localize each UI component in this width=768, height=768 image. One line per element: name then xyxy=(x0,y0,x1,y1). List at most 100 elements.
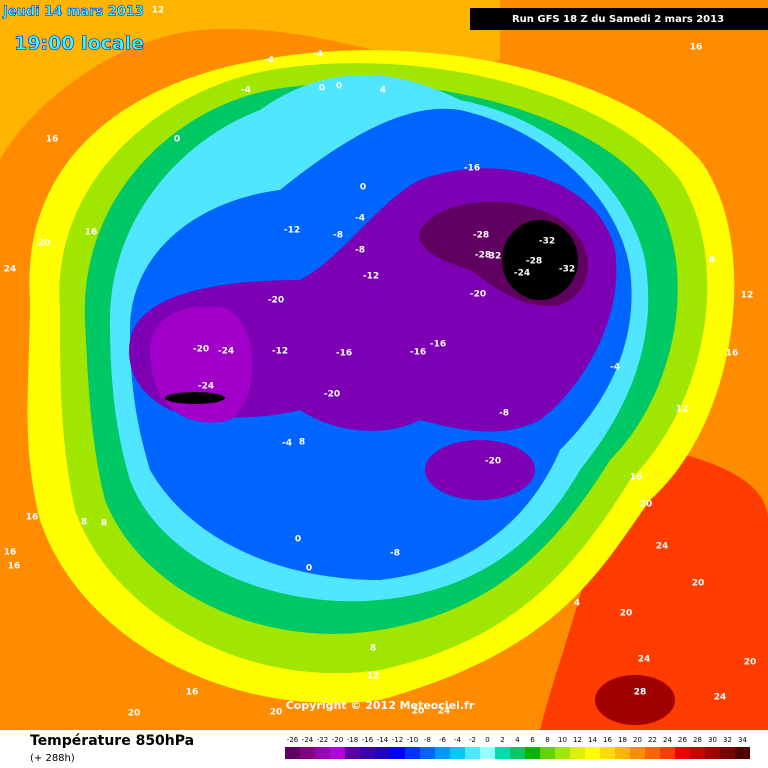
contour-label: -4 xyxy=(282,439,292,449)
colorbar-tick-label: -26 xyxy=(287,736,299,744)
colorbar-swatch xyxy=(525,747,540,759)
zone-minus32-west xyxy=(165,392,225,404)
contour-label: 8 xyxy=(101,519,107,529)
colorbar-swatch xyxy=(555,747,570,759)
copyright: Copyright © 2012 Meteociel.fr xyxy=(286,699,475,712)
colorbar-tick-label: 24 xyxy=(663,736,672,744)
colorbar-tick-label: 30 xyxy=(708,736,717,744)
colorbar-swatch xyxy=(330,747,345,759)
colorbar-swatch xyxy=(405,747,420,759)
colorbar-tick-label: -6 xyxy=(439,736,447,744)
contour-label: 20 xyxy=(620,609,633,619)
colorbar-tick-label: 22 xyxy=(648,736,657,744)
contour-label: 24 xyxy=(638,655,651,665)
colorbar-swatch xyxy=(735,747,750,759)
contour-label: -8 xyxy=(333,231,343,241)
contour-label: 20 xyxy=(128,709,141,719)
contour-label: 0 xyxy=(306,564,312,574)
contour-label: -12 xyxy=(363,272,379,282)
contour-label: 0 xyxy=(336,82,342,92)
contour-label: 20 xyxy=(692,579,705,589)
date-text: Jeudi 14 mars 2013 xyxy=(2,5,144,20)
colorbar-swatch xyxy=(630,747,645,759)
contour-label: -24 xyxy=(218,347,234,357)
contour-label: 12 xyxy=(367,672,380,682)
contour-label: 4 xyxy=(574,599,580,609)
contour-label: 16 xyxy=(726,349,739,359)
colorbar-tick-label: 8 xyxy=(545,736,549,744)
colorbar-tick-label: -4 xyxy=(454,736,462,744)
contour-label: 0 xyxy=(174,135,180,145)
colorbar-tick-label: -18 xyxy=(347,736,358,744)
colorbar-tick-label: 6 xyxy=(530,736,535,744)
contour-label: 8 xyxy=(81,518,87,528)
contour-label: -12 xyxy=(284,226,300,236)
contour-label: -16 xyxy=(464,164,480,174)
contour-label: -20 xyxy=(193,345,209,355)
colorbar-tick-label: -8 xyxy=(424,736,431,744)
contour-label: -32 xyxy=(559,265,575,275)
colorbar-swatch xyxy=(720,747,735,759)
contour-label: -20 xyxy=(268,296,284,306)
colorbar-tick-label: -14 xyxy=(377,736,389,744)
time-text: 19:00 locale xyxy=(14,33,144,55)
colorbar-swatch xyxy=(285,747,300,759)
contour-label: 16 xyxy=(85,228,98,238)
contour-label: -24 xyxy=(198,382,214,392)
contour-label: 16 xyxy=(46,135,59,145)
colorbar-swatch xyxy=(360,747,375,759)
contour-label: 28 xyxy=(634,688,647,698)
colorbar-swatch xyxy=(495,747,510,759)
contour-label: -4 xyxy=(313,50,323,60)
colorbar-tick-label: 12 xyxy=(573,736,582,744)
contour-label: 24 xyxy=(714,693,727,703)
contour-label: 0 xyxy=(319,84,325,94)
contour-label: -28 xyxy=(473,231,489,241)
colorbar-tick-label: -10 xyxy=(407,736,418,744)
contour-label: 0 xyxy=(295,535,301,545)
zone-18 xyxy=(0,0,500,160)
contour-label: 12 xyxy=(152,6,165,16)
colorbar-swatch xyxy=(420,747,435,759)
colorbar-swatch xyxy=(705,747,720,759)
contour-label: -28 xyxy=(475,251,491,261)
contour-label: 8 xyxy=(299,438,305,448)
run-text: Run GFS 18 Z du Samedi 2 mars 2013 xyxy=(512,14,724,25)
contour-label: 32 xyxy=(489,252,502,262)
contour-label: 20 xyxy=(412,707,425,717)
colorbar-tick-label: 26 xyxy=(678,736,687,744)
contour-label: 16 xyxy=(690,43,703,53)
colorbar-swatch xyxy=(645,747,660,759)
colorbar-swatch xyxy=(600,747,615,759)
contour-label: -16 xyxy=(336,349,352,359)
footer-lead: (+ 288h) xyxy=(30,753,75,764)
colorbar-tick-label: 34 xyxy=(738,736,747,744)
colorbar-swatch xyxy=(690,747,705,759)
contour-label: 20 xyxy=(38,239,51,249)
contour-label: 8 xyxy=(370,644,376,654)
colorbar-tick-label: -16 xyxy=(362,736,374,744)
colorbar-tick-label: 18 xyxy=(618,736,627,744)
contour-label: 16 xyxy=(186,688,199,698)
contour-label: -32 xyxy=(539,237,555,247)
zone-minus32 xyxy=(502,220,578,300)
contour-label: -4 xyxy=(241,86,251,96)
contour-label: 12 xyxy=(741,291,754,301)
zone-24 xyxy=(540,440,768,730)
zone-minus20-south xyxy=(425,440,535,500)
contour-label: 24 xyxy=(656,542,669,552)
colorbar-tick-label: -22 xyxy=(317,736,328,744)
contour-label: -4 xyxy=(355,214,365,224)
colorbar-tick-label: 32 xyxy=(723,736,732,744)
contour-label: -8 xyxy=(355,246,365,256)
contour-label: 16 xyxy=(4,548,17,558)
colorbar-tick-label: -12 xyxy=(392,736,403,744)
contour-label: 0 xyxy=(360,183,366,193)
colorbar-tick-label: 28 xyxy=(693,736,702,744)
colorbar-swatch xyxy=(615,747,630,759)
run-box xyxy=(470,8,768,30)
contour-label: 20 xyxy=(270,708,283,718)
